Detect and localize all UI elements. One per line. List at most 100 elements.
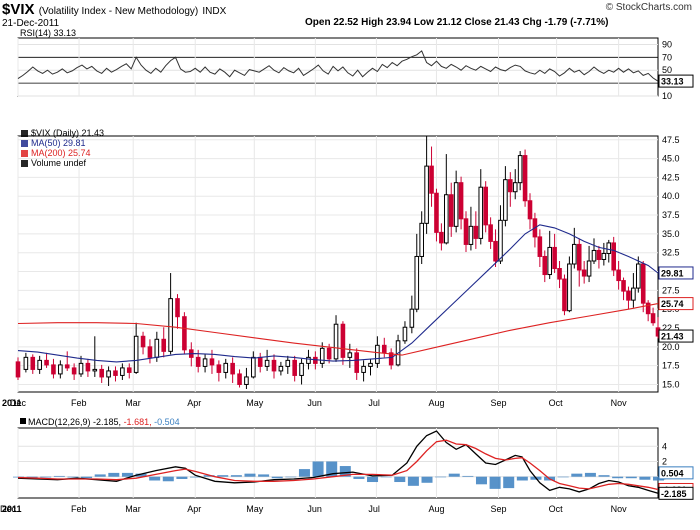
macd-hist-bar: [312, 461, 324, 477]
candle-down: [237, 373, 242, 385]
candle-up: [92, 368, 98, 372]
price-tick-label: 37.5: [662, 210, 680, 220]
candle-down: [488, 224, 493, 242]
macd-hist-bar: [421, 476, 433, 483]
price-tick-label: 22.5: [662, 323, 680, 333]
candle-down: [508, 179, 513, 193]
rsi-last-tag-box: [658, 74, 694, 88]
price-tick-label: 20.0: [662, 342, 680, 352]
candle-down: [51, 364, 56, 375]
candle-up: [347, 352, 353, 358]
candle-up: [37, 359, 42, 370]
candle-up: [285, 359, 291, 367]
candle-down: [182, 316, 187, 351]
macd-month-label: Sep: [490, 504, 506, 514]
macd-tick-label: 4: [662, 441, 667, 451]
candle-up: [444, 194, 449, 244]
price-tick-label: 15.0: [662, 379, 680, 389]
month-label: Sep: [490, 398, 506, 408]
candle-up: [517, 155, 523, 184]
candle-down: [388, 352, 394, 366]
legend-swatch: [21, 140, 28, 147]
macd-hist-tag: 0.504: [661, 468, 684, 478]
macd-hist-bar: [203, 475, 215, 477]
rsi-tick-label: 90: [662, 39, 672, 49]
macd-last-tag-box: [658, 486, 694, 500]
macd-hist-bar: [489, 476, 501, 489]
candle-down: [175, 298, 180, 318]
legend-swatch: [21, 160, 28, 167]
candle-up: [453, 182, 459, 227]
macd-month-label: Nov: [611, 504, 628, 514]
macd-hist-bar: [135, 473, 147, 477]
month-label: Jul: [368, 398, 380, 408]
candle-down: [616, 269, 621, 282]
candle-up: [319, 347, 325, 364]
chart-subtitle: (Volatility Index - New Methodology): [38, 6, 199, 17]
candle-up: [572, 243, 577, 265]
candle-down: [473, 225, 479, 239]
legend-label: Volume undef: [31, 158, 87, 168]
candle-up: [591, 249, 597, 262]
brand-watermark: © StockCharts.com: [605, 2, 692, 13]
candle-down: [650, 313, 656, 324]
candle-up: [23, 356, 29, 370]
macd-hist-bar: [639, 476, 651, 480]
macd-month-label: 2011: [2, 504, 22, 514]
candle-down: [537, 236, 543, 257]
macd-hist-bar: [326, 461, 338, 477]
candle-down: [30, 356, 36, 370]
candle-up: [58, 364, 63, 375]
price-last-tag-box: [658, 329, 694, 343]
macd-month-label: Aug: [428, 504, 444, 514]
candle-up: [78, 362, 84, 375]
candle-up: [202, 358, 208, 367]
macd-hist-bar: [40, 476, 52, 478]
candle-down: [527, 200, 533, 220]
macd-month-label: Jun: [307, 504, 322, 514]
legend-label: MA(50) 29.81: [31, 138, 86, 148]
macd-hist-bar: [285, 476, 297, 478]
ma200-line: [17, 303, 659, 356]
candle-down: [576, 243, 582, 271]
candle-down: [44, 359, 49, 366]
macd-hist-bar: [67, 476, 79, 478]
rsi-last-tag: 33.13: [661, 77, 684, 87]
macd-hist-bar: [94, 474, 106, 477]
macd-hist-bar: [258, 474, 270, 477]
candle-down: [439, 231, 444, 244]
candle-down: [292, 359, 297, 376]
candle-down: [448, 194, 454, 227]
macd-month-label: Mar: [125, 504, 141, 514]
candle-down: [429, 165, 434, 194]
candle-down: [230, 362, 235, 375]
candle-down: [522, 155, 528, 202]
month-label: 2011: [2, 398, 22, 408]
candle-up: [375, 344, 380, 364]
month-label: Dec: [10, 398, 27, 408]
candle-up: [299, 362, 304, 376]
month-label: Apr: [187, 398, 201, 408]
chart-date: 21-Dec-2011: [2, 18, 60, 29]
macd-hist-bar: [230, 475, 242, 477]
candle-down: [209, 358, 215, 366]
candle-down: [161, 338, 167, 352]
candle-down: [85, 362, 91, 372]
macd-hist-bar: [108, 472, 120, 477]
candle-up: [414, 255, 420, 310]
macd-hist-bar: [367, 476, 379, 483]
macd-panel: [17, 427, 659, 499]
candle-up: [154, 338, 160, 358]
candle-up: [402, 326, 408, 342]
candle-down: [15, 361, 21, 378]
macd-hist-bar: [81, 476, 93, 479]
price-tick-label: 32.5: [662, 248, 680, 258]
candle-up: [168, 298, 173, 352]
rsi-tick-label: 10: [662, 91, 672, 101]
candle-down: [71, 367, 77, 375]
legend-label: MA(200) 25.74: [31, 148, 91, 158]
macd-month-label: Oct: [549, 504, 564, 514]
candle-up: [133, 335, 139, 373]
macd-last-tag: -2.185: [661, 489, 687, 499]
rsi-line: [17, 50, 659, 82]
